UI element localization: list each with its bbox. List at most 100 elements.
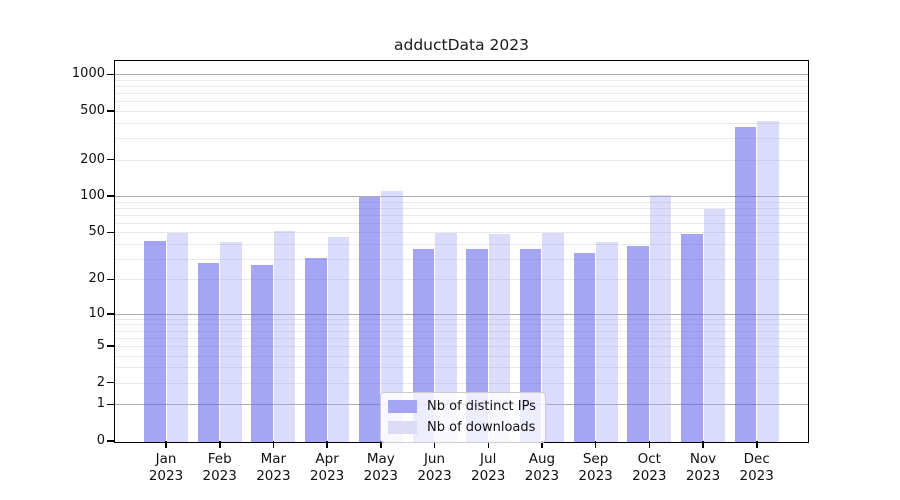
bar-distinct-ips [734, 126, 757, 442]
y-tick-mark [107, 278, 114, 281]
chart-title: adductData 2023 [394, 36, 529, 54]
y-tick-mark [107, 231, 114, 234]
x-tick-mark [756, 441, 758, 448]
x-tick-mark [594, 441, 597, 448]
x-tick-mark [487, 441, 489, 448]
y-tick-mark [107, 403, 114, 405]
x-tick-mark [165, 441, 167, 448]
y-tick-label: 5 [96, 337, 105, 353]
x-tick-mark [648, 441, 650, 448]
gridline-minor [115, 337, 808, 339]
x-tick-label: Mar 2023 [256, 451, 291, 484]
y-tick-mark [107, 440, 114, 442]
x-tick-label: May 2023 [363, 451, 398, 484]
gridline-minor [115, 207, 808, 209]
gridline-minor [115, 258, 808, 260]
y-tick-label: 50 [88, 224, 105, 240]
bar-downloads [757, 121, 779, 442]
gridline-minor [115, 86, 808, 88]
gridline-minor [115, 279, 808, 281]
x-tick-mark [702, 441, 704, 448]
legend-swatch-downloads [388, 421, 417, 434]
y-tick-mark [107, 345, 114, 347]
gridline-minor [115, 111, 808, 112]
gridline-minor [115, 324, 808, 326]
y-tick-label: 0 [96, 433, 105, 448]
y-tick-label: 2 [96, 374, 105, 390]
gridline-minor [115, 101, 808, 103]
gridline-minor [115, 232, 808, 234]
y-tick-mark [107, 195, 114, 197]
x-tick-label: Apr 2023 [309, 451, 345, 484]
x-tick-label: Dec 2023 [739, 451, 774, 484]
gridline-minor [115, 243, 808, 245]
bar-distinct-ips [358, 197, 381, 442]
x-tick-label: Nov 2023 [685, 451, 721, 484]
bar-distinct-ips [627, 246, 649, 442]
x-tick-mark [272, 441, 275, 448]
gridline-major [115, 74, 808, 76]
bar-downloads [381, 191, 403, 442]
gridline-minor [115, 382, 808, 384]
legend-item-distinct-ips: Nb of distinct IPs [388, 398, 536, 415]
bar-distinct-ips [681, 234, 703, 442]
gridline-minor [115, 201, 808, 203]
bar-downloads [435, 233, 457, 442]
gridline-minor [115, 330, 808, 332]
bar-downloads [166, 233, 188, 442]
bar-downloads [596, 242, 618, 442]
gridline-minor [115, 367, 808, 369]
gridline-minor [115, 214, 808, 216]
y-tick-label: 500 [80, 103, 105, 118]
bar-downloads [220, 242, 242, 442]
x-tick-label: Jun 2023 [417, 451, 452, 484]
y-tick-label: 1 [96, 396, 105, 412]
x-tick-mark [219, 441, 221, 448]
legend-label-distinct-ips: Nb of distinct IPs [427, 399, 536, 414]
gridline-minor [115, 122, 808, 124]
legend-swatch-distinct-ips [388, 400, 417, 413]
bar-distinct-ips [305, 258, 327, 442]
y-tick-label: 100 [80, 188, 105, 203]
bar-downloads [488, 234, 511, 442]
y-tick-label: 200 [80, 151, 105, 167]
bar-distinct-ips [251, 265, 273, 442]
y-tick-label: 1000 [71, 66, 105, 82]
x-tick-mark [541, 441, 543, 448]
gridline-minor [115, 345, 808, 347]
x-tick-label: Jan 2023 [148, 451, 184, 484]
legend-item-downloads: Nb of downloads [388, 419, 536, 436]
gridline-minor [115, 159, 808, 161]
gridline-minor [115, 318, 808, 320]
y-tick-mark [107, 313, 114, 315]
bar-downloads [649, 194, 672, 442]
legend-label-downloads: Nb of downloads [427, 420, 536, 435]
bar-downloads [327, 236, 350, 442]
bar-downloads [703, 208, 725, 442]
y-tick-label: 20 [88, 271, 105, 287]
bar-downloads [273, 231, 296, 442]
x-tick-label: Jul 2023 [471, 451, 506, 484]
plot-area: 0 1 2 5 10 20 50 100 200 500 1000 Jan 2023 Feb 2023 M… [72, 60, 809, 484]
gridline-minor [115, 355, 808, 357]
y-tick-label: 10 [88, 305, 105, 321]
x-tick-mark [433, 441, 436, 448]
y-tick-mark [107, 158, 114, 161]
y-tick-mark [107, 73, 114, 75]
x-tick-label: Sep 2023 [578, 451, 613, 484]
legend: Nb of distinct IPs Nb of downloads [380, 392, 546, 443]
x-tick-label: Oct 2023 [632, 451, 667, 484]
bar-distinct-ips [144, 241, 166, 442]
bar-downloads [542, 233, 564, 442]
x-tick-label: Feb 2023 [202, 451, 237, 484]
gridline-minor [115, 93, 808, 95]
x-tick-label: Aug 2023 [524, 451, 560, 484]
y-tick-mark [107, 110, 114, 112]
gridline-minor [115, 222, 808, 224]
gridline-major [115, 313, 808, 315]
gridline-major [115, 196, 808, 197]
x-tick-mark [380, 441, 382, 448]
gridline-minor [115, 79, 808, 81]
gridline-minor [115, 138, 808, 140]
